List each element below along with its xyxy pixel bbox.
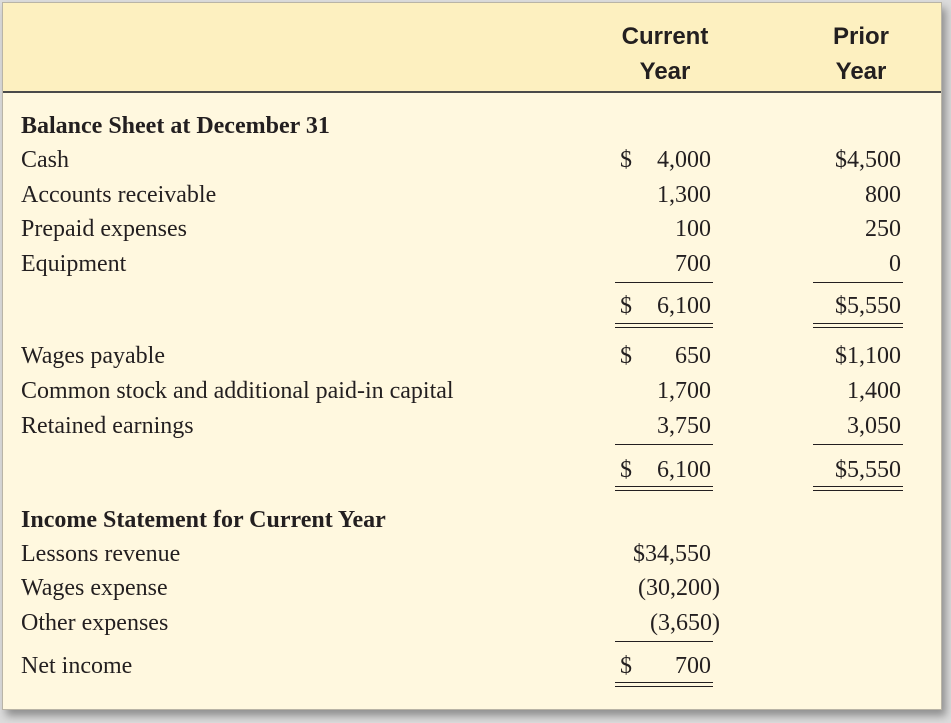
wages-payable-label: Wages payable [21,343,165,369]
wages-payable-current: 650 [675,343,711,369]
prepaid-current: 100 [675,216,711,242]
prepaid-prior: 250 [865,216,901,242]
total-assets-current: 6,100 [657,293,711,319]
current-year-heading: Current Year [621,23,709,85]
retained-earnings-prior: 3,050 [847,413,901,439]
total-le-prior: $5,550 [835,457,901,483]
common-stock-prior: 1,400 [847,378,901,404]
retained-earnings-current: 3,750 [657,413,711,439]
prior-year-heading: Prior Year [832,23,889,85]
cash-current: 4,000 [657,147,711,173]
le-subtotal-rule-prior [813,444,903,445]
net-income-current: 700 [675,653,711,679]
total-le-double-rule-prior [813,486,903,491]
common-stock-label: Common stock and additional paid-in capi… [21,378,454,404]
net-income-rule [615,641,713,642]
total-assets-double-rule-prior [813,323,903,328]
total-le-current-dollar: $ [620,457,632,483]
other-expenses-current: (3,650) [650,610,720,636]
net-income-double-rule [615,682,713,687]
lessons-revenue-current: $34,550 [633,541,711,567]
other-expenses-label: Other expenses [21,610,169,636]
equipment-label: Equipment [21,251,127,277]
total-assets-prior: $5,550 [835,293,901,319]
wages-payable-prior: $1,100 [835,343,901,369]
ar-prior: 800 [865,182,901,208]
total-assets-current-dollar: $ [620,293,632,319]
wages-expense-label: Wages expense [21,575,168,601]
column-header-band: Current Year Prior Year [3,3,941,93]
subtotal-rule-prior [813,282,903,283]
le-subtotal-rule-current [615,444,713,445]
total-le-current: 6,100 [657,457,711,483]
wages-payable-current-dollar: $ [620,343,632,369]
subtotal-rule-current [615,282,713,283]
net-income-dollar: $ [620,653,632,679]
ar-label: Accounts receivable [21,182,217,208]
net-income-label: Net income [21,653,133,679]
cash-prior: $4,500 [835,147,901,173]
ar-current: 1,300 [657,182,711,208]
cash-current-dollar: $ [620,147,632,173]
lessons-revenue-label: Lessons revenue [21,541,181,567]
income-statement-title: Income Statement for Current Year [21,507,386,533]
equipment-prior: 0 [889,251,901,277]
retained-earnings-label: Retained earnings [21,413,194,439]
common-stock-current: 1,700 [657,378,711,404]
equipment-current: 700 [675,251,711,277]
financial-statements-card: Current Year Prior Year Balance Sheet at… [2,2,942,710]
total-assets-double-rule-current [615,323,713,328]
cash-label: Cash [21,147,69,173]
total-le-double-rule-current [615,486,713,491]
wages-expense-current: (30,200) [638,575,720,601]
balance-sheet-title: Balance Sheet at December 31 [21,113,330,139]
prepaid-label: Prepaid expenses [21,216,187,242]
